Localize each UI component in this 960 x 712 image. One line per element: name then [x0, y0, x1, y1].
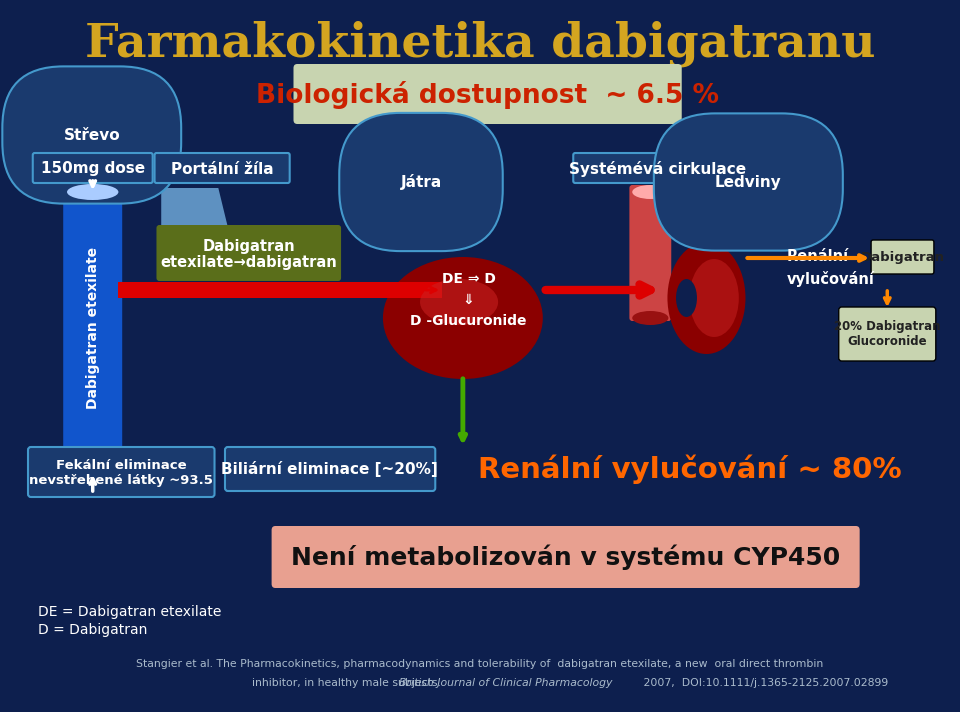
Text: Není metabolizován v systému CYP450: Není metabolizován v systému CYP450: [291, 544, 840, 570]
Text: DE = Dabigatran etexilate: DE = Dabigatran etexilate: [37, 605, 221, 619]
Text: Farmakokinetika dabigatranu: Farmakokinetika dabigatranu: [84, 21, 876, 67]
Text: Ledviny: Ledviny: [715, 174, 781, 189]
FancyBboxPatch shape: [630, 185, 671, 321]
FancyBboxPatch shape: [272, 526, 859, 588]
Ellipse shape: [383, 257, 542, 379]
FancyBboxPatch shape: [573, 153, 744, 183]
Text: Dabigatran etexilate: Dabigatran etexilate: [85, 247, 100, 409]
Text: British Journal of Clinical Pharmacology: British Journal of Clinical Pharmacology: [399, 678, 612, 688]
Text: Střevo: Střevo: [63, 127, 120, 142]
FancyBboxPatch shape: [871, 240, 934, 274]
Text: Biliární eliminace [~20%]: Biliární eliminace [~20%]: [221, 461, 438, 477]
FancyBboxPatch shape: [294, 64, 682, 124]
Text: 20% Dabigatran
Glucoronide: 20% Dabigatran Glucoronide: [834, 320, 941, 348]
FancyBboxPatch shape: [155, 153, 290, 183]
Ellipse shape: [689, 259, 739, 337]
Text: inhibitor, in healthy male subjects.: inhibitor, in healthy male subjects.: [252, 678, 447, 688]
Ellipse shape: [676, 279, 697, 317]
FancyBboxPatch shape: [225, 447, 435, 491]
Polygon shape: [161, 188, 240, 278]
Text: Dabigatran: Dabigatran: [860, 251, 945, 263]
FancyBboxPatch shape: [28, 447, 214, 497]
Text: Játra: Játra: [400, 174, 442, 190]
FancyBboxPatch shape: [156, 225, 341, 281]
Text: Systémévá cirkulace: Systémévá cirkulace: [569, 161, 747, 177]
Ellipse shape: [667, 242, 746, 354]
Text: Biologická dostupnost  ~ 6.5 %: Biologická dostupnost ~ 6.5 %: [256, 81, 719, 109]
FancyBboxPatch shape: [33, 153, 153, 183]
FancyBboxPatch shape: [839, 307, 936, 361]
Ellipse shape: [67, 460, 118, 476]
Text: Stangier et al. The Pharmacokinetics, pharmacodynamics and tolerability of  dabi: Stangier et al. The Pharmacokinetics, ph…: [136, 659, 824, 669]
Text: 2007,  DOI:10.1111/j.1365-2125.2007.02899: 2007, DOI:10.1111/j.1365-2125.2007.02899: [640, 678, 888, 688]
Text: Renální vylučování ~ 80%: Renální vylučování ~ 80%: [477, 454, 901, 483]
Ellipse shape: [420, 279, 498, 325]
Ellipse shape: [67, 184, 118, 200]
FancyBboxPatch shape: [63, 184, 122, 472]
Ellipse shape: [633, 185, 668, 199]
Text: etexilate→dabigatran: etexilate→dabigatran: [160, 256, 337, 271]
Text: Renální
vylučování: Renální vylučování: [786, 249, 875, 287]
Text: Fekální eliminace
nevstřebené látky ~93.5: Fekální eliminace nevstřebené látky ~93.…: [30, 459, 213, 487]
Text: DE ⇒ D
⇓
D -Glucuronide: DE ⇒ D ⇓ D -Glucuronide: [410, 273, 527, 328]
Text: D = Dabigatran: D = Dabigatran: [37, 623, 147, 637]
Ellipse shape: [633, 311, 668, 325]
Text: Portální žíla: Portální žíla: [171, 162, 274, 177]
Text: 150mg dose: 150mg dose: [40, 162, 145, 177]
Text: Dabigatran: Dabigatran: [203, 239, 295, 253]
FancyBboxPatch shape: [118, 282, 442, 298]
